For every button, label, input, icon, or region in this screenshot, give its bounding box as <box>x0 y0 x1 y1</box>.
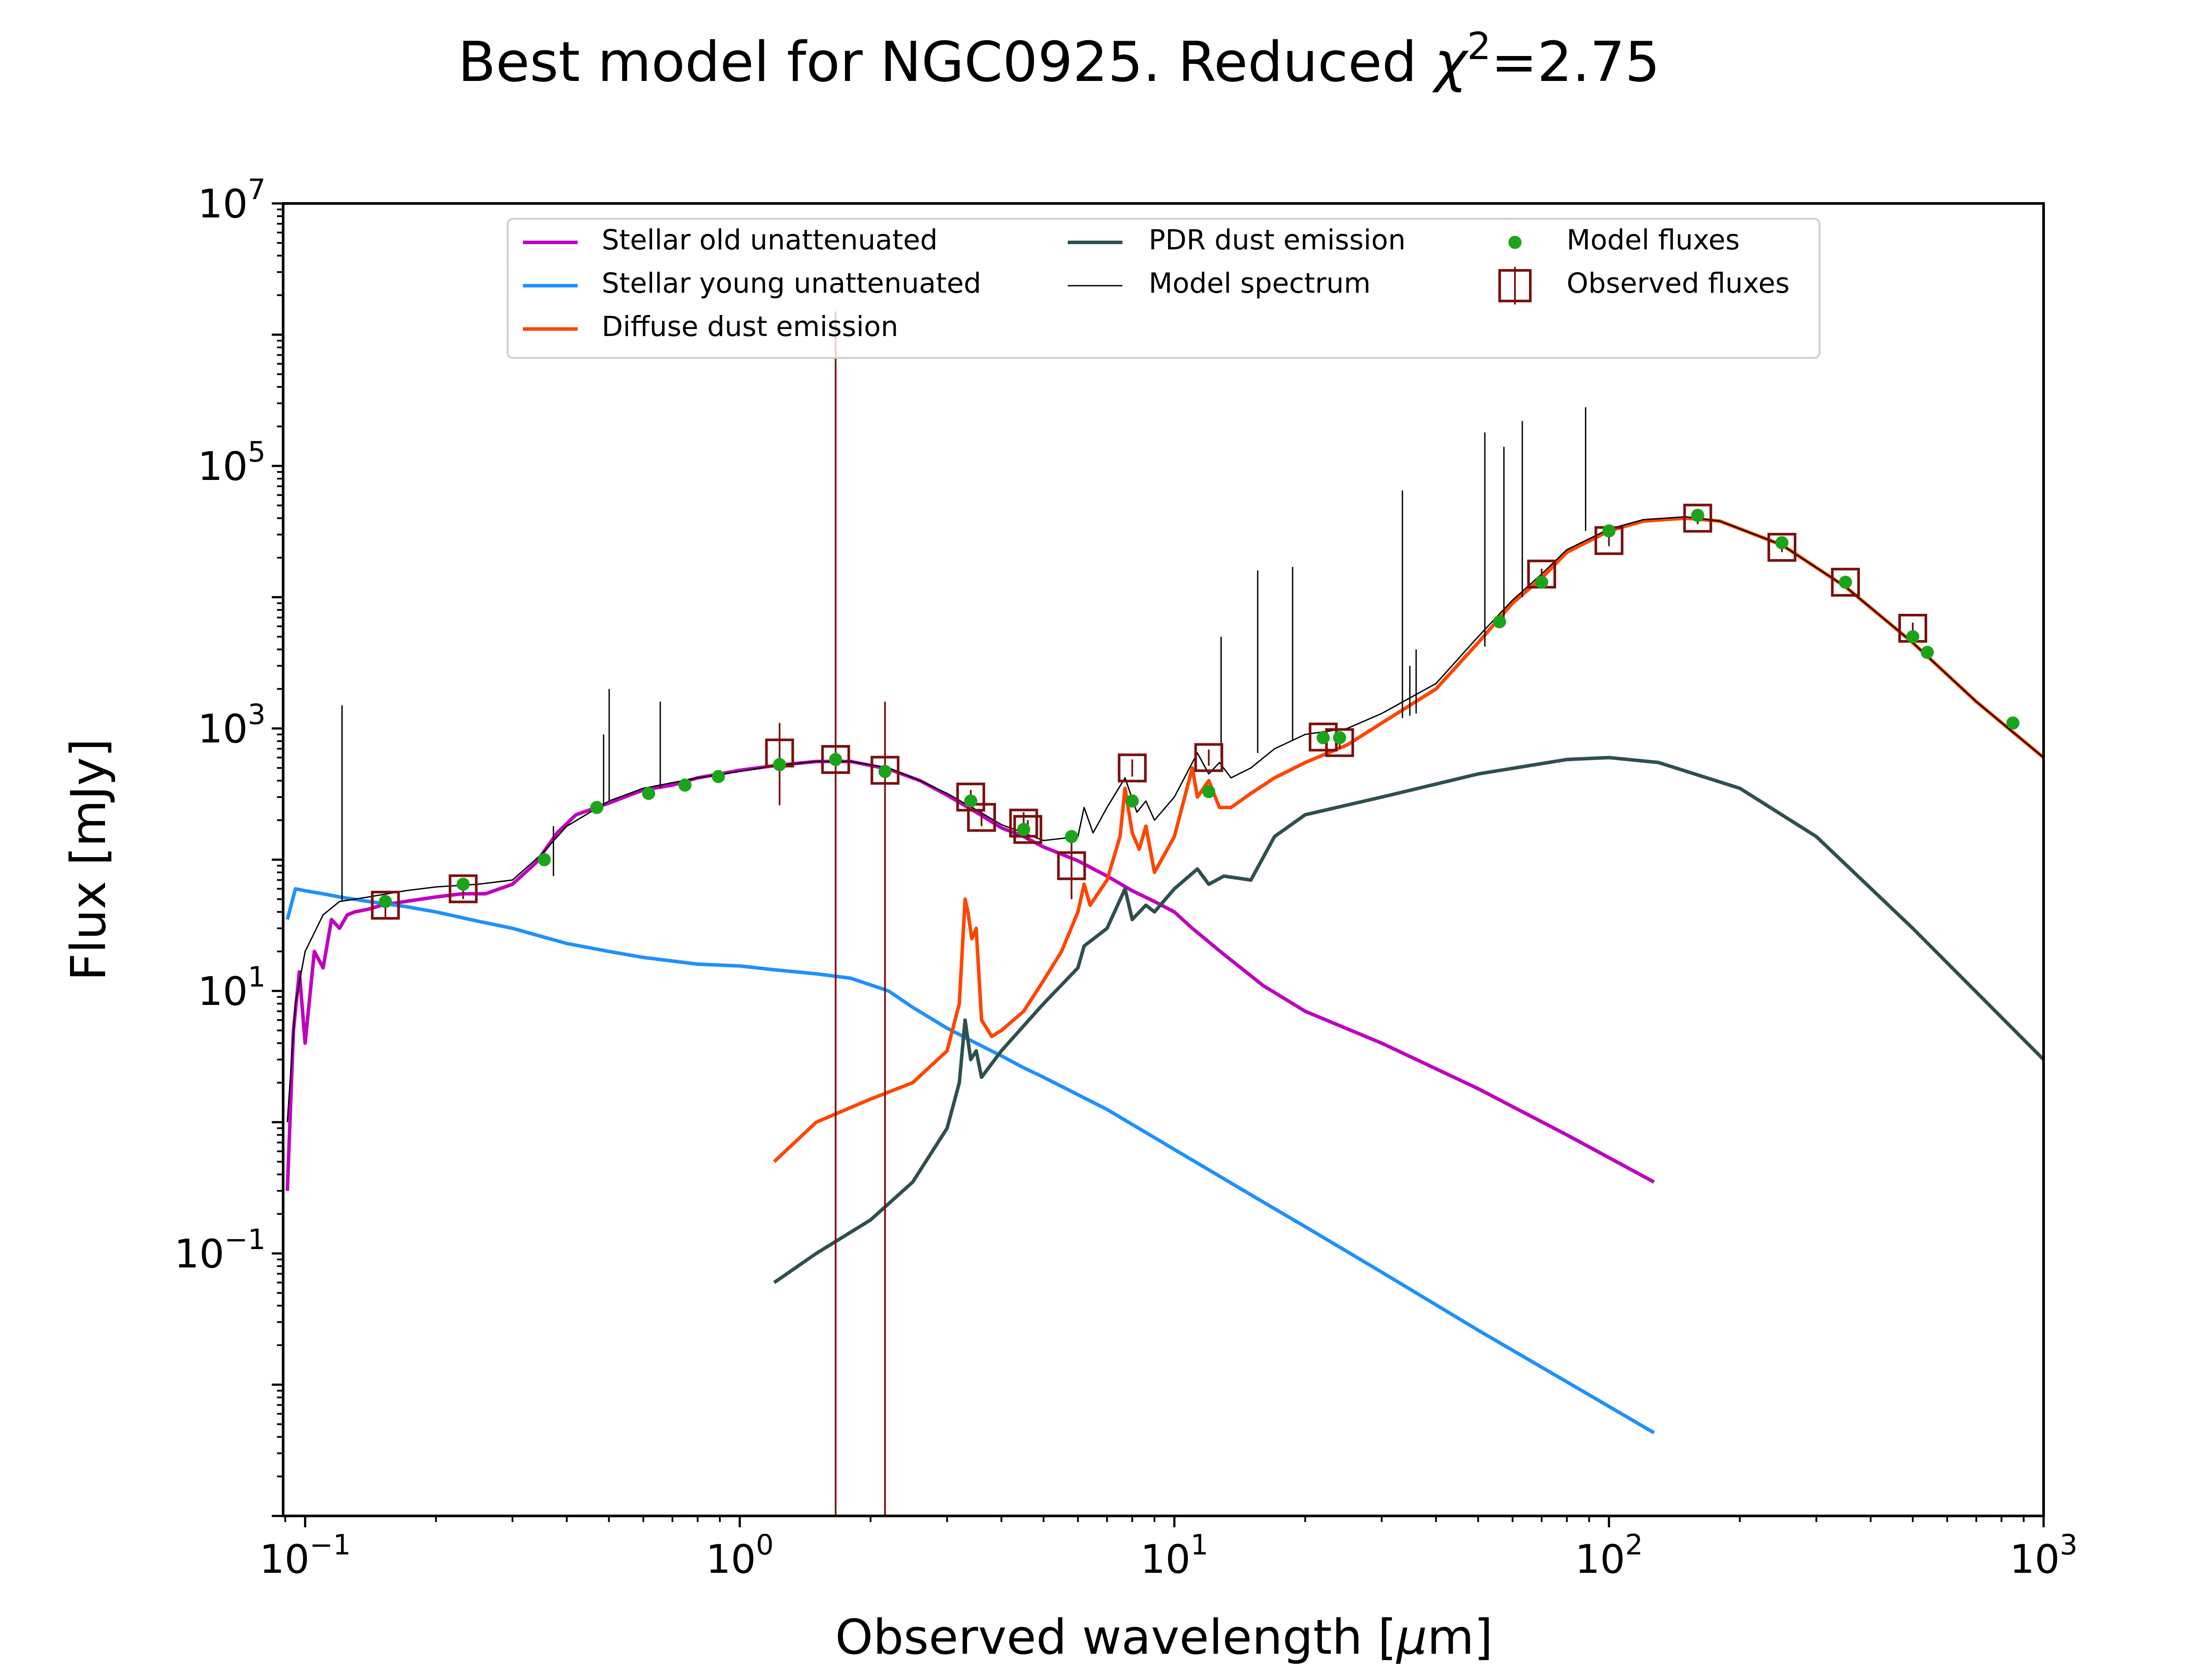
observed-flux-marker <box>371 891 400 920</box>
legend-label-stellar-old: Stellar old unattenuated <box>602 224 938 256</box>
observed-flux-marker <box>1194 743 1224 772</box>
x-tick-label: 10−1 <box>259 1529 351 1582</box>
x-axis-label-prefix: Observed wavelength [ <box>835 1609 1397 1665</box>
model-flux-point <box>1017 822 1031 836</box>
model-flux-point <box>379 895 392 908</box>
y-tick-label: 10−1 <box>174 1224 266 1277</box>
model-flux-point <box>712 770 725 783</box>
legend-box <box>507 218 1820 359</box>
series-model-spectrum <box>287 516 2044 1123</box>
model-flux-point <box>1775 536 1789 550</box>
legend-entry-stellar-young: Stellar young unattenuated <box>523 267 981 299</box>
chart-title-sup: 2 <box>1467 24 1491 68</box>
model-flux-point <box>1333 731 1346 745</box>
x-tick-label: 101 <box>1140 1529 1208 1582</box>
plot-content <box>285 312 2044 1516</box>
y-tick-label: 101 <box>198 961 266 1015</box>
y-tick-label: 105 <box>198 436 266 490</box>
series-stellar-young-unattenuated <box>285 887 1655 1435</box>
model-flux-point <box>964 794 978 808</box>
model-flux-point <box>537 853 551 866</box>
chart-title: Best model for NGC0925. Reduced χ2=2.75 <box>458 24 1660 94</box>
y-tick-label: 107 <box>198 174 266 227</box>
model-flux-point <box>1906 630 1920 644</box>
legend-entry-model-spectrum: Model spectrum <box>1068 267 1371 299</box>
model-flux-point <box>590 801 603 814</box>
model-flux-point <box>1126 794 1139 808</box>
model-flux-point <box>773 758 786 771</box>
observed-flux-marker <box>1831 567 1860 597</box>
observed-flux-marker <box>1013 815 1042 844</box>
axes-frame <box>282 202 2045 1517</box>
observed-flux-marker <box>1767 532 1797 562</box>
legend-label-diffuse-dust: Diffuse dust emission <box>602 311 898 343</box>
observed-flux-marker <box>967 803 996 832</box>
legend-label-model-fluxes: Model fluxes <box>1567 224 1740 256</box>
observed-flux-marker <box>956 782 985 812</box>
model-flux-point <box>1493 615 1506 629</box>
legend-label-stellar-young: Stellar young unattenuated <box>602 267 981 299</box>
observed-flux-marker <box>821 745 850 774</box>
x-axis-ticks: 10−1 100 101 102 103 <box>259 1516 2078 1582</box>
legend-entry-model-fluxes: Model fluxes <box>1508 224 1740 256</box>
chart-title-prefix: Best model for NGC0925. Reduced <box>458 30 1434 94</box>
legend-entry-observed-fluxes: Observed fluxes <box>1498 267 1790 304</box>
observed-flux-marker <box>1009 808 1038 838</box>
model-flux-point <box>1065 830 1078 844</box>
observed-flux-marker <box>449 874 478 903</box>
model-flux-point <box>1691 509 1704 522</box>
legend-entry-pdr-dust: PDR dust emission <box>1068 224 1406 256</box>
legend-entry-diffuse-dust: Diffuse dust emission <box>523 311 898 343</box>
model-flux-point <box>878 765 892 778</box>
observed-flux-marker <box>1057 851 1086 880</box>
model-flux-point <box>1535 575 1548 589</box>
plot-area <box>285 312 2044 1516</box>
legend-label-model-spectrum: Model spectrum <box>1149 267 1371 299</box>
legend-entry-stellar-old: Stellar old unattenuated <box>523 224 938 256</box>
model-flux-point <box>1316 731 1330 745</box>
x-tick-label: 102 <box>1575 1529 1643 1582</box>
model-flux-point <box>1602 524 1616 538</box>
legend: Stellar old unattenuated Stellar young u… <box>507 218 1820 359</box>
legend-swatch-model-fluxes <box>1508 236 1522 249</box>
model-flux-point <box>642 787 656 800</box>
y-tick-label: 103 <box>198 699 266 752</box>
model-flux-point <box>678 778 692 792</box>
observed-flux-marker <box>1118 753 1147 783</box>
x-axis-label-suffix: m] <box>1427 1609 1493 1665</box>
model-flux-point <box>456 878 470 891</box>
chart-title-suffix: =2.75 <box>1491 30 1660 94</box>
series-pdr-dust-emission <box>773 756 2044 1284</box>
y-axis-label: Flux [mJy] <box>60 738 116 981</box>
model-flux-point <box>1839 575 1852 589</box>
legend-label-pdr-dust: PDR dust emission <box>1149 224 1406 256</box>
x-axis-label-mu: μ <box>1396 1609 1427 1665</box>
observed-flux-marker <box>1683 504 1712 533</box>
x-tick-label: 103 <box>2009 1529 2077 1582</box>
model-flux-point <box>1202 785 1216 798</box>
model-flux-point <box>829 752 842 766</box>
model-flux-point <box>1921 646 1934 659</box>
series-stellar-old-unattenuated <box>285 760 1655 1191</box>
legend-label-observed-fluxes: Observed fluxes <box>1567 267 1790 299</box>
series-diffuse-dust-emission <box>773 516 2044 1163</box>
chart-title-chi: χ <box>1432 30 1469 94</box>
x-axis-label: Observed wavelength [μm] <box>835 1609 1493 1665</box>
model-flux-point <box>2006 716 2020 730</box>
y-axis-ticks: 10−1 101 103 105 107 <box>174 174 283 1517</box>
x-tick-label: 100 <box>706 1529 774 1582</box>
observed-flux-marker <box>870 756 900 785</box>
